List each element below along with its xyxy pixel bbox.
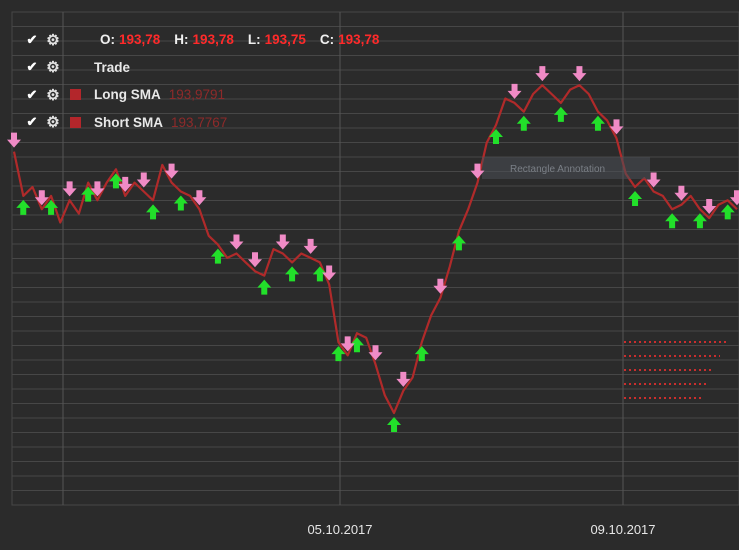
close-label: C: [319, 32, 335, 48]
sell-arrow [674, 185, 689, 201]
sell-arrow [609, 119, 624, 135]
open-label: O: [100, 32, 115, 48]
sell-arrow [164, 163, 179, 179]
gear-icon[interactable]: ⚙ [46, 86, 60, 104]
sell-arrow [229, 234, 244, 250]
sell-arrow [322, 265, 337, 281]
check-icon[interactable]: ✔ [26, 114, 38, 130]
rectangle-annotation-label: Rectangle Annotation [510, 164, 605, 175]
sell-arrow [368, 345, 383, 361]
buy-arrow [146, 204, 161, 220]
sell-arrow [34, 190, 49, 206]
buy-arrow [44, 199, 59, 215]
sell-arrow [192, 190, 207, 206]
x-tick-label-1: 05.10.2017 [307, 522, 372, 537]
close-value: 193,78 [338, 32, 380, 48]
short-sma-value: 193,7767 [171, 114, 228, 130]
sell-arrow [470, 163, 485, 179]
check-icon[interactable]: ✔ [26, 86, 38, 102]
gear-icon[interactable]: ⚙ [46, 114, 60, 132]
buy-arrow [210, 248, 225, 264]
sell-arrow [396, 371, 411, 387]
buy-arrow [451, 235, 466, 251]
sell-arrow [433, 278, 448, 294]
buy-arrow [81, 186, 96, 202]
short-sma-label: Short SMA [94, 114, 163, 130]
check-icon[interactable]: ✔ [26, 31, 38, 47]
price-line [12, 84, 738, 415]
sell-arrow [507, 83, 522, 99]
legend-row-ohlc: ✔ ⚙ O: 193,78 H: 193,78 L: 193,75 C: 193… [24, 26, 387, 54]
gear-icon[interactable]: ⚙ [46, 31, 60, 49]
legend-row-long-sma: ✔ ⚙ Long SMA 193,9791 [24, 81, 387, 109]
rectangle-annotation [482, 157, 650, 179]
sell-arrow [730, 190, 739, 206]
sell-arrow [90, 181, 105, 197]
high-label: H: [174, 32, 189, 48]
price-series: Rectangle Annotation [12, 84, 738, 415]
buy-arrow [553, 106, 568, 122]
sell-arrow [646, 172, 661, 188]
short-sma-swatch [70, 116, 81, 128]
buy-arrow [108, 173, 123, 189]
long-sma-value: 193,9791 [168, 87, 226, 103]
legend-panel: ✔ ⚙ O: 193,78 H: 193,78 L: 193,75 C: 193… [24, 26, 387, 136]
open-value: 193,78 [119, 32, 161, 48]
check-icon[interactable]: ✔ [26, 59, 38, 75]
x-tick-label-2: 09.10.2017 [590, 522, 655, 537]
sell-arrow [7, 132, 21, 148]
trade-signals [7, 66, 739, 432]
buy-arrow [173, 195, 188, 211]
buy-arrow [628, 191, 643, 207]
x-axis: 05.10.2017 09.10.2017 [307, 522, 655, 537]
legend-row-trade: ✔ ⚙ Trade [24, 54, 387, 82]
sell-arrow [275, 234, 290, 250]
sell-arrow [303, 238, 318, 254]
buy-arrow [16, 199, 31, 215]
low-value: 193,75 [264, 32, 306, 48]
buy-arrow [387, 416, 402, 432]
buy-arrow [257, 279, 272, 295]
high-value: 193,78 [192, 32, 234, 48]
buy-arrow [414, 346, 429, 362]
sell-arrow [62, 181, 77, 197]
legend-row-short-sma: ✔ ⚙ Short SMA 193,7767 [24, 109, 387, 137]
trade-label: Trade [94, 59, 131, 75]
sell-arrow [118, 176, 133, 192]
buy-arrow [590, 115, 605, 131]
long-sma-label: Long SMA [94, 87, 161, 103]
buy-arrow [516, 115, 531, 131]
long-sma-swatch [70, 89, 81, 101]
sell-arrow [572, 66, 587, 82]
buy-arrow [720, 204, 735, 220]
buy-arrow [312, 266, 327, 282]
sell-arrow [248, 252, 262, 268]
gear-icon[interactable]: ⚙ [46, 59, 60, 77]
sell-arrow [136, 172, 151, 188]
sell-arrow [535, 66, 550, 82]
low-label: L: [247, 32, 261, 48]
buy-arrow [331, 346, 346, 362]
buy-arrow [349, 337, 364, 353]
buy-arrow [692, 213, 707, 229]
sell-arrow [340, 336, 355, 352]
buy-arrow [489, 129, 503, 145]
sell-arrow [702, 199, 717, 215]
buy-arrow [665, 213, 680, 229]
buy-arrow [285, 266, 300, 282]
